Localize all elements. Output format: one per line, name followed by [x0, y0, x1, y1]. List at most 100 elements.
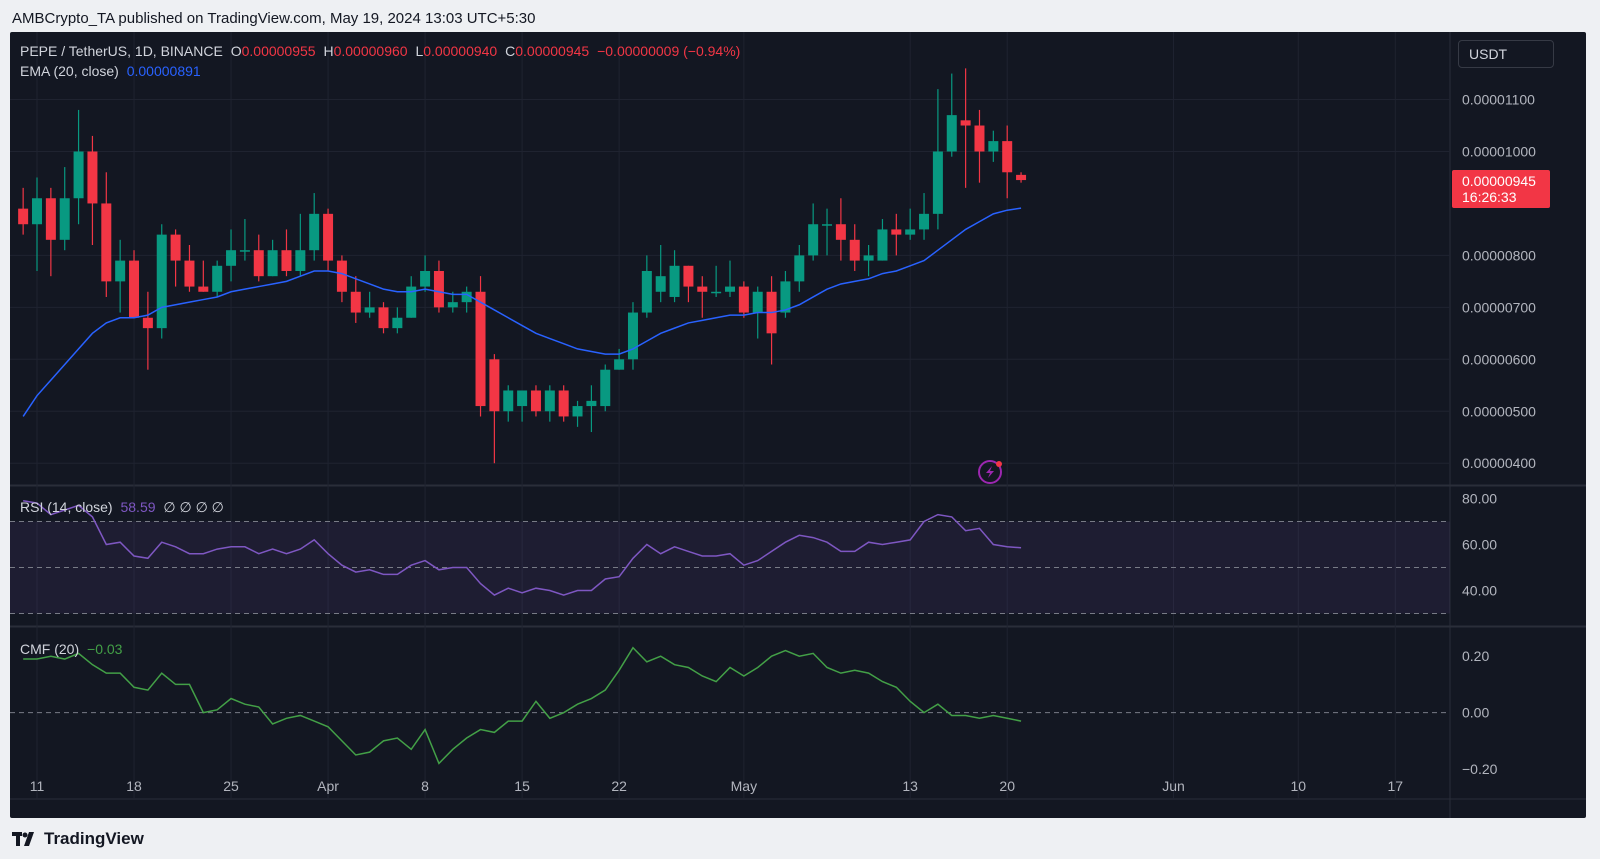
candle-body-up [212, 265, 223, 292]
rsi-label[interactable]: RSI (14, close) [20, 499, 113, 515]
candle-body-up [794, 255, 805, 282]
candle-body-down [198, 286, 209, 292]
change-value: −0.00000009 (−0.94%) [597, 43, 741, 59]
cmf-value: −0.03 [87, 641, 123, 657]
x-tick-label: 13 [902, 778, 918, 794]
candle-body-up [822, 224, 833, 226]
candle-body-up [725, 286, 735, 292]
grid-layer [10, 32, 1586, 818]
candle-body-down [129, 260, 140, 318]
x-tick-label: 11 [30, 778, 45, 794]
candle-body-up [932, 151, 943, 214]
candle-body-down [170, 234, 181, 261]
candle-body-up [503, 390, 514, 412]
x-tick-label: 18 [126, 778, 142, 794]
x-tick-label: 17 [1387, 778, 1403, 794]
rsi-layer [23, 500, 1022, 596]
candle-body-down [336, 260, 347, 292]
ema-layer [22, 207, 1022, 417]
lightning-icon[interactable] [978, 460, 1002, 484]
high-value: 0.00000960 [333, 43, 408, 59]
candle-body-down [849, 239, 860, 261]
ema-value: 0.00000891 [126, 63, 201, 79]
candle-body-down [253, 250, 264, 277]
candle-body-up [447, 302, 458, 308]
cmf-layer [10, 646, 1450, 765]
rsi-legend: RSI (14, close) 58.59 ∅ ∅ ∅ ∅ [20, 499, 228, 516]
candle-body-up [517, 390, 528, 407]
candle-body-down [101, 203, 112, 282]
candle-body-up [600, 369, 611, 407]
x-tick-label: 15 [514, 778, 530, 794]
candle-body-up [309, 213, 320, 251]
candle-body-up [73, 151, 84, 199]
candle-body-down [738, 286, 749, 313]
axis-layer: 11 18 25 Apr 8 15 22 May 13 20 Jun 10 17 0.00001100 0.… [30, 92, 1536, 794]
candle-body-up [392, 317, 403, 329]
candle-body-up [461, 291, 472, 303]
candle-body-down [323, 213, 334, 261]
x-tick-label: 20 [999, 778, 1015, 794]
chart-area[interactable]: 11 18 25 Apr 8 15 22 May 13 20 Jun 10 17 0.00001100 0.… [10, 32, 1586, 818]
cmf-tick-label: 0.20 [1462, 648, 1489, 664]
x-tick-label: 25 [223, 778, 239, 794]
candle-body-up [156, 234, 167, 329]
high-label: H [323, 43, 334, 59]
tradingview-footer[interactable]: TradingView [12, 827, 144, 851]
rsi-tick-label: 40.00 [1462, 583, 1497, 599]
cmf-tick-label: −0.20 [1462, 761, 1498, 777]
cmf-legend: CMF (20) −0.03 [20, 641, 126, 657]
candle-body-up [295, 250, 306, 271]
candle-body-down [87, 151, 98, 204]
publish-header: AMBCrypto_TA published on TradingView.co… [12, 10, 536, 27]
low-label: L [415, 43, 424, 59]
candle-body-up [420, 270, 431, 287]
candle-body-up [406, 286, 417, 318]
candle-body-up [586, 400, 597, 407]
candle-body-down [281, 250, 292, 271]
rsi-na-icons: ∅ ∅ ∅ ∅ [163, 499, 224, 515]
currency-button[interactable]: USDT [1458, 40, 1554, 68]
candle-body-up [752, 291, 763, 313]
x-tick-label: 8 [421, 778, 429, 794]
candle-body-down [142, 317, 153, 329]
candle-body-up [115, 260, 126, 282]
ema-label[interactable]: EMA (20, close) [20, 63, 119, 79]
candle-body-down [184, 260, 195, 287]
bar-countdown: 16:26:33 [1462, 189, 1517, 205]
candle-body-down [558, 390, 569, 417]
candle-body-up [544, 390, 555, 412]
x-tick-label: Apr [317, 778, 339, 794]
price-tick-label: 0.00000400 [1462, 455, 1536, 471]
candle-body-down [697, 286, 708, 292]
ema-legend: EMA (20, close) 0.00000891 [20, 63, 205, 79]
price-tick-label: 0.00000600 [1462, 351, 1536, 367]
candle-body-down [683, 265, 694, 287]
candle-body-up [780, 281, 791, 313]
candle-body-up [905, 229, 916, 235]
open-value: 0.00000955 [241, 43, 316, 59]
cmf-label[interactable]: CMF (20) [20, 641, 80, 657]
symbol-label[interactable]: PEPE / TetherUS, 1D, BINANCE [20, 43, 223, 59]
candle-body-down [378, 307, 389, 329]
candle-body-up [572, 406, 583, 417]
rsi-line [23, 500, 1022, 596]
candle-layer[interactable] [18, 68, 1027, 464]
rsi-band-layer [10, 521, 1450, 614]
tradingview-logo-icon [12, 832, 34, 846]
candle-body-down [18, 208, 29, 225]
candle-body-up [808, 224, 819, 256]
x-tick-label: Jun [1162, 778, 1185, 794]
candle-body-up [59, 198, 70, 240]
candle-body-down [489, 359, 500, 412]
candle-body-up [877, 229, 888, 261]
candle-body-up [946, 115, 957, 152]
open-label: O [230, 43, 242, 59]
candle-body-up [988, 141, 999, 152]
close-value: 0.00000945 [515, 43, 590, 59]
x-tick-label: May [731, 778, 757, 794]
cmf-line [23, 646, 1022, 765]
chart-svg[interactable]: 11 18 25 Apr 8 15 22 May 13 20 Jun 10 17 0.00001100 0.… [10, 32, 1586, 818]
candle-body-up [655, 276, 666, 292]
candle-body-up [267, 250, 278, 277]
